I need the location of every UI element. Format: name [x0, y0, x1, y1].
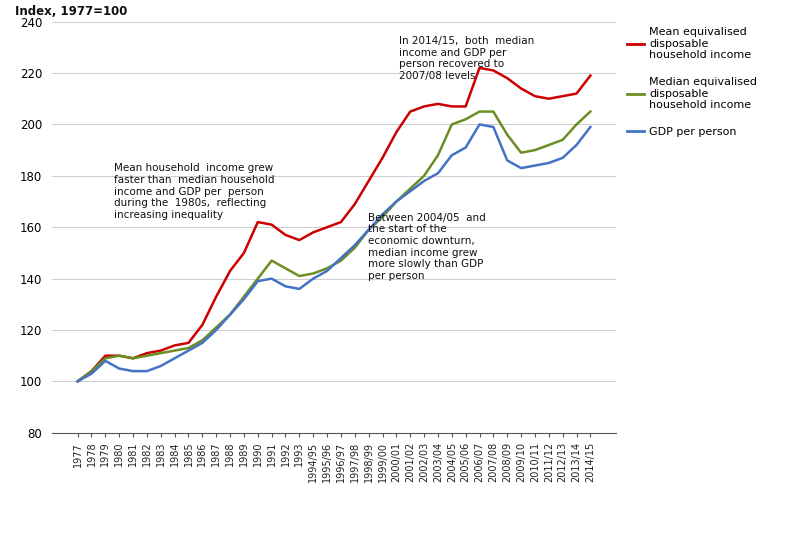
Legend: Mean equivalised
disposable
household income, Median equivalised
disposable
hous: Mean equivalised disposable household in…: [627, 27, 758, 137]
Text: In 2014/15,  both  median
income and GDP per
person recovered to
2007/08 levels: In 2014/15, both median income and GDP p…: [399, 36, 534, 81]
Text: Mean household  income grew
faster than  median household
income and GDP per  pe: Mean household income grew faster than m…: [114, 163, 274, 220]
Text: Between 2004/05  and
the start of the
economic downturn,
median income grew
more: Between 2004/05 and the start of the eco…: [368, 213, 486, 281]
Text: Index, 1977=100: Index, 1977=100: [15, 4, 128, 17]
